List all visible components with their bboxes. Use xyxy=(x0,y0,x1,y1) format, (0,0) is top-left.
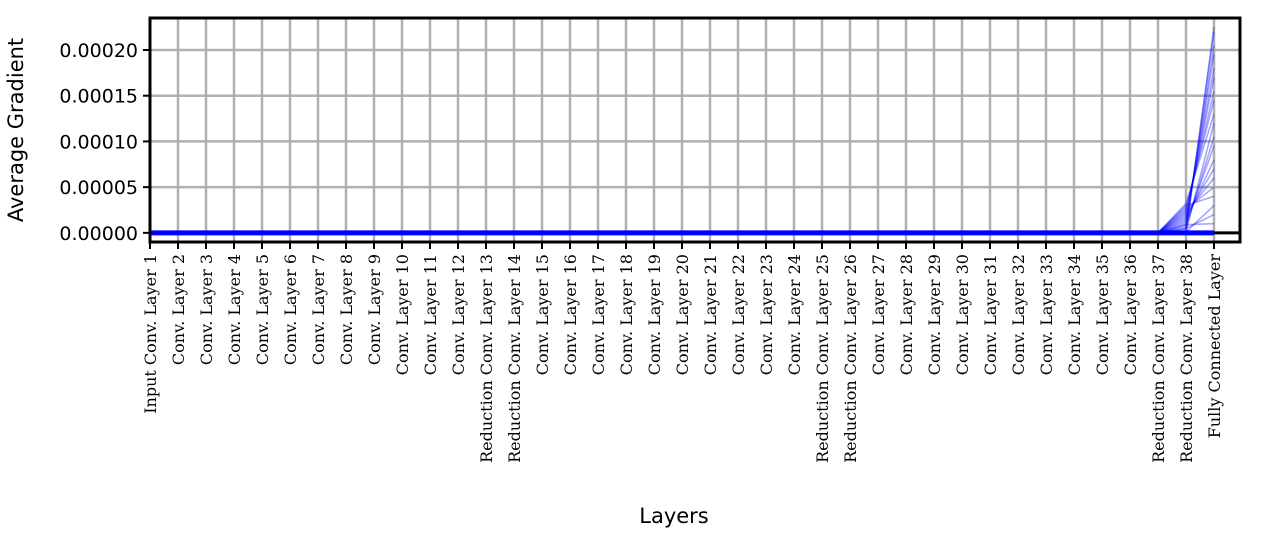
x-tick-label: Conv. Layer 16 xyxy=(561,254,580,375)
x-tick-label: Conv. Layer 6 xyxy=(281,254,300,365)
x-tick-label: Conv. Layer 22 xyxy=(729,254,748,375)
x-tick-label: Conv. Layer 29 xyxy=(925,254,944,375)
x-tick-label: Conv. Layer 7 xyxy=(309,254,328,365)
x-tick-label: Conv. Layer 27 xyxy=(869,254,888,375)
x-tick-label: Conv. Layer 17 xyxy=(589,254,608,375)
x-tick-label: Conv. Layer 8 xyxy=(337,254,356,365)
x-tick-label: Conv. Layer 32 xyxy=(1009,254,1028,375)
x-tick-label: Conv. Layer 10 xyxy=(393,254,412,375)
x-tick-label: Reduction Conv. Layer 25 xyxy=(813,254,832,463)
x-tick-label: Conv. Layer 23 xyxy=(757,254,776,375)
x-tick-label: Conv. Layer 31 xyxy=(981,254,1000,375)
x-tick-label: Conv. Layer 24 xyxy=(785,254,804,375)
x-tick-label: Conv. Layer 18 xyxy=(617,254,636,375)
x-tick-label: Conv. Layer 33 xyxy=(1037,254,1056,375)
y-axis-ticks: 0.00000 0.00005 0.00010 0.00015 0.00020 xyxy=(59,40,150,245)
x-tick-label: Conv. Layer 9 xyxy=(365,254,384,365)
x-axis-ticks: Input Conv. Layer 1 Conv. Layer 2 Conv. La… xyxy=(141,242,1224,463)
plot-frame xyxy=(148,16,1242,244)
y-tick-label: 0.00020 xyxy=(59,40,138,62)
x-tick-label: Input Conv. Layer 1 xyxy=(141,254,160,414)
x-tick-label: Conv. Layer 20 xyxy=(673,254,692,375)
x-tick-label: Conv. Layer 4 xyxy=(225,254,244,365)
x-axis-label: Layers xyxy=(639,504,709,528)
x-tick-label: Reduction Conv. Layer 26 xyxy=(841,254,860,463)
grid-lines xyxy=(148,18,1240,242)
x-tick-label: Conv. Layer 36 xyxy=(1121,254,1140,375)
x-tick-label: Reduction Conv. Layer 37 xyxy=(1149,254,1168,463)
x-tick-label: Reduction Conv. Layer 14 xyxy=(505,254,524,463)
x-tick-label: Conv. Layer 30 xyxy=(953,254,972,375)
x-tick-label: Conv. Layer 5 xyxy=(253,254,272,365)
y-tick-label: 0.00010 xyxy=(59,131,138,153)
x-tick-label: Reduction Conv. Layer 38 xyxy=(1177,254,1196,463)
x-tick-label: Conv. Layer 19 xyxy=(645,254,664,375)
x-tick-label: Fully Connected Layer xyxy=(1205,254,1224,439)
x-tick-label: Conv. Layer 35 xyxy=(1093,254,1112,375)
y-tick-label: 0.00015 xyxy=(59,86,138,108)
x-tick-label: Conv. Layer 12 xyxy=(449,254,468,375)
y-tick-label: 0.00000 xyxy=(59,223,138,245)
x-tick-label: Conv. Layer 3 xyxy=(197,254,216,365)
x-tick-label: Reduction Conv. Layer 13 xyxy=(477,254,496,463)
x-tick-label: Conv. Layer 34 xyxy=(1065,254,1084,375)
y-tick-label: 0.00005 xyxy=(59,177,138,199)
x-tick-label: Conv. Layer 28 xyxy=(897,254,916,375)
y-axis-label: Average Gradient xyxy=(4,38,28,222)
series-lines xyxy=(150,27,1215,236)
x-tick-label: Conv. Layer 2 xyxy=(169,254,188,365)
x-tick-label: Conv. Layer 21 xyxy=(701,254,720,375)
x-tick-label: Conv. Layer 15 xyxy=(533,254,552,375)
x-tick-label: Conv. Layer 11 xyxy=(421,254,440,375)
